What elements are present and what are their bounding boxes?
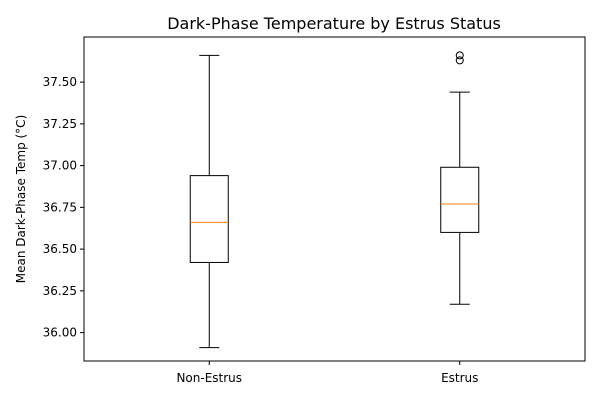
y-tick-label: 37.00: [43, 159, 77, 173]
boxes-group: [189, 51, 480, 349]
y-axis-label: Mean Dark-Phase Temp (°C): [14, 115, 28, 284]
y-tick-label: 37.50: [43, 75, 77, 89]
y-tick-label: 36.75: [43, 200, 77, 214]
y-tick-label: 36.00: [43, 326, 77, 340]
y-tick-label: 36.50: [43, 242, 77, 256]
y-tick-label: 36.25: [43, 284, 77, 298]
outlier-point: [455, 51, 464, 60]
iqr-box: [189, 175, 229, 263]
x-axis: Non-Estrus Estrus: [176, 361, 478, 385]
x-tick-label: Non-Estrus: [176, 371, 242, 385]
box-estrus: [440, 51, 480, 305]
chart-title: Dark-Phase Temperature by Estrus Status: [167, 14, 501, 33]
iqr-box: [440, 166, 480, 233]
y-axis: 36.00 36.25 36.50 36.75 37.00 37.25 37.50: [43, 75, 84, 340]
box-non-estrus: [189, 54, 229, 349]
outlier-point: [455, 56, 464, 65]
plot-frame: [83, 36, 586, 362]
y-tick-label: 37.25: [43, 117, 77, 131]
x-tick-label: Estrus: [441, 371, 478, 385]
